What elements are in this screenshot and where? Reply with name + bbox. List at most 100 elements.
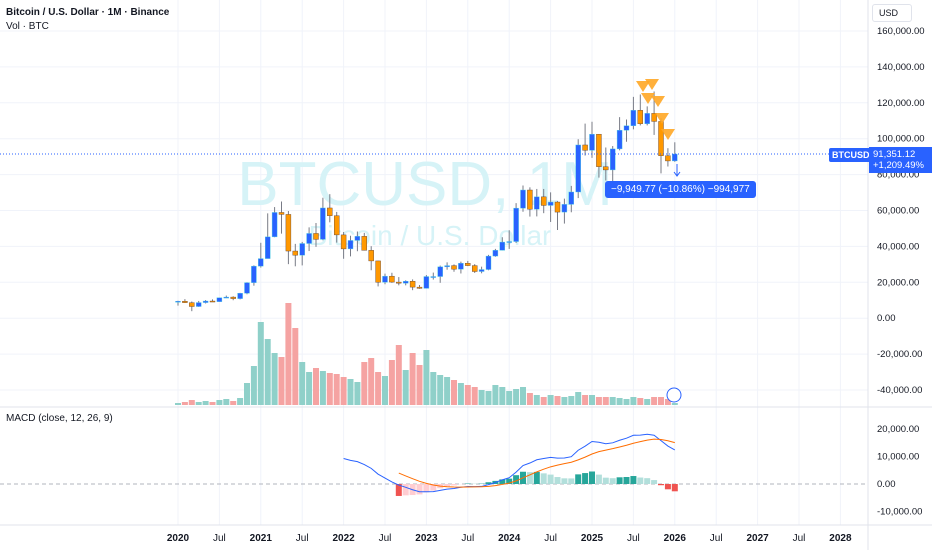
candle bbox=[430, 276, 436, 278]
macd-histogram-bar bbox=[595, 474, 602, 484]
candle bbox=[223, 296, 230, 299]
macd-histogram-bar bbox=[513, 475, 520, 484]
macd-histogram-bar bbox=[547, 474, 554, 484]
volume-bar bbox=[209, 402, 216, 405]
candle bbox=[568, 191, 574, 205]
volume-bar bbox=[609, 397, 616, 405]
volume-bar bbox=[616, 398, 623, 405]
volume-bar bbox=[299, 362, 306, 405]
time-label: 2024 bbox=[498, 533, 521, 544]
volume-bar bbox=[347, 379, 354, 405]
volume-bar bbox=[250, 366, 257, 405]
time-label: Jul bbox=[379, 533, 392, 544]
price-axis-label: 100,000.00 bbox=[877, 134, 925, 145]
macd-histogram-bar bbox=[589, 471, 595, 484]
time-label: Jul bbox=[296, 533, 309, 544]
candle bbox=[195, 302, 202, 307]
candle bbox=[189, 302, 195, 307]
macd-histogram-bar bbox=[664, 484, 671, 490]
volume-bar bbox=[554, 396, 561, 405]
macd-histogram-bar bbox=[671, 484, 678, 492]
candle bbox=[630, 110, 637, 126]
candle bbox=[596, 133, 602, 167]
volume-bar bbox=[382, 376, 388, 405]
volume-bar bbox=[175, 403, 181, 405]
volume-bar bbox=[216, 400, 223, 405]
candle bbox=[354, 236, 361, 241]
price-axis-label: 20,000.00 bbox=[877, 277, 919, 288]
candle bbox=[299, 243, 305, 256]
last-price-label: 91,351.12 +1,209.49% bbox=[869, 147, 932, 173]
candle bbox=[672, 153, 678, 162]
candle bbox=[347, 240, 354, 250]
candle bbox=[658, 121, 664, 156]
macd-legend: MACD (close, 12, 26, 9) bbox=[6, 413, 113, 424]
volume-bar bbox=[561, 397, 568, 405]
macd-histogram-bar bbox=[395, 484, 402, 496]
volume-bar bbox=[361, 362, 368, 405]
candle bbox=[534, 196, 540, 210]
candle bbox=[258, 258, 264, 267]
time-label: Jul bbox=[544, 533, 557, 544]
volume-bar bbox=[264, 339, 271, 405]
candle bbox=[251, 265, 257, 283]
volume-bar bbox=[444, 377, 451, 405]
signal-marker-icon bbox=[661, 129, 675, 140]
signal-marker-icon bbox=[641, 93, 655, 104]
volume-bar bbox=[278, 357, 285, 405]
price-axis-label: 80,000.00 bbox=[877, 170, 919, 181]
macd-histogram-bar bbox=[485, 482, 492, 484]
candle bbox=[554, 201, 561, 213]
price-axis-label: 140,000.00 bbox=[877, 62, 925, 73]
time-label: Jul bbox=[213, 533, 226, 544]
volume-bar bbox=[181, 402, 188, 405]
candle bbox=[175, 301, 181, 303]
macd-histogram-bar bbox=[575, 474, 582, 484]
volume-bar bbox=[485, 391, 492, 405]
candle bbox=[209, 300, 216, 303]
candle bbox=[472, 265, 478, 272]
volume-bar bbox=[416, 365, 423, 405]
volume-bar bbox=[326, 373, 333, 405]
time-label: Jul bbox=[627, 533, 640, 544]
currency-button[interactable]: USD bbox=[872, 4, 912, 22]
price-axis-label: 60,000.00 bbox=[877, 206, 919, 217]
macd-histogram-bar bbox=[526, 472, 533, 484]
volume-bar bbox=[671, 403, 678, 405]
time-label: 2022 bbox=[332, 533, 355, 544]
time-label: Jul bbox=[793, 533, 806, 544]
volume-bar bbox=[658, 397, 664, 405]
price-axis-label: -20,000.00 bbox=[877, 349, 922, 360]
volume-bar bbox=[630, 397, 637, 405]
volume-bar bbox=[409, 353, 416, 405]
macd-histogram-bar bbox=[402, 484, 409, 496]
time-label: 2023 bbox=[415, 533, 438, 544]
volume-bar bbox=[223, 399, 230, 405]
macd-histogram-bar bbox=[430, 484, 437, 491]
macd-histogram-bar bbox=[630, 476, 637, 484]
volume-bar bbox=[188, 400, 195, 405]
macd-histogram-bar bbox=[506, 478, 513, 484]
candle bbox=[637, 110, 643, 124]
macd-histogram-bar bbox=[533, 471, 540, 484]
volume-bar bbox=[637, 398, 644, 405]
volume-bar bbox=[471, 387, 478, 405]
candle bbox=[396, 281, 402, 284]
time-label: 2027 bbox=[746, 533, 769, 544]
candle bbox=[244, 282, 250, 294]
volume-bar bbox=[306, 372, 313, 405]
candle bbox=[285, 214, 292, 252]
last-price: 91,351.12 bbox=[873, 149, 916, 160]
signal-marker-icon bbox=[655, 113, 669, 124]
volume-bar bbox=[395, 345, 402, 405]
volume-bar bbox=[492, 385, 499, 405]
volume-bar bbox=[313, 368, 319, 405]
candle bbox=[327, 207, 333, 216]
time-label: 2026 bbox=[664, 533, 687, 544]
candle bbox=[409, 281, 416, 288]
candle bbox=[458, 263, 464, 270]
volume-bar bbox=[513, 389, 520, 405]
time-label: 2021 bbox=[250, 533, 273, 544]
candle bbox=[561, 204, 568, 213]
